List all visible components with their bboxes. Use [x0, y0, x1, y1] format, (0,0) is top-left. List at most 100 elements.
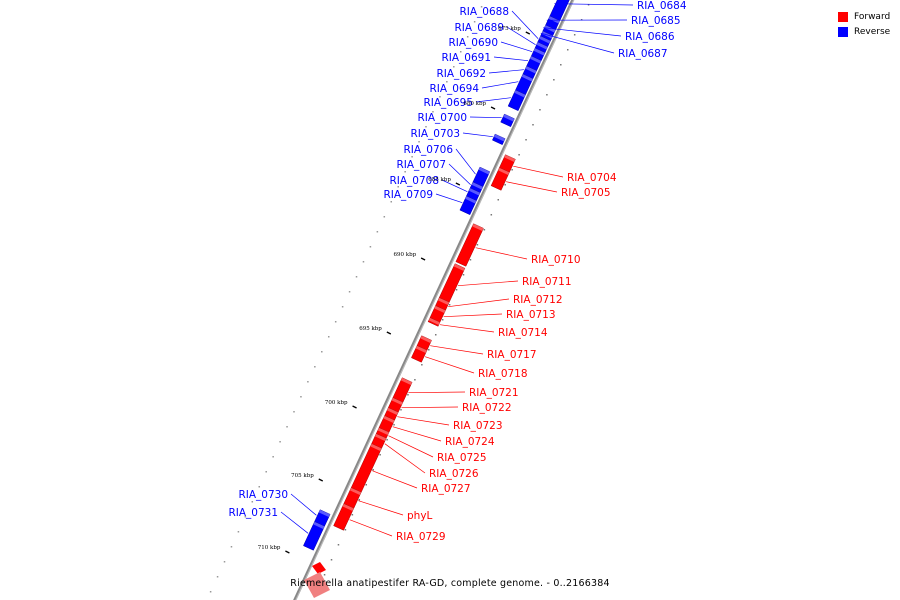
- minor-tick: [539, 109, 541, 111]
- gene-label-RIA_0731[interactable]: RIA_0731: [228, 507, 278, 519]
- gene-label-RIA_0723[interactable]: RIA_0723: [453, 420, 503, 432]
- minor-tick: [344, 529, 347, 531]
- gene-arrow-RIA_0729[interactable]: [333, 503, 355, 531]
- gene-label-RIA_0689[interactable]: RIA_0689: [454, 22, 504, 34]
- minor-tick: [372, 469, 374, 471]
- gene-arrow-RIA_0709[interactable]: [459, 195, 477, 216]
- leader-line: [372, 470, 418, 489]
- minor-tick: [504, 184, 506, 186]
- minor-tick: [573, 34, 576, 36]
- gene-label-RIA_0730[interactable]: RIA_0730: [238, 489, 288, 501]
- gene-label-RIA_0706[interactable]: RIA_0706: [403, 144, 453, 156]
- gene-label-RIA_0686[interactable]: RIA_0686: [625, 31, 675, 43]
- minor-tick: [455, 289, 458, 291]
- leader-line: [388, 435, 434, 458]
- gene-label-RIA_0725[interactable]: RIA_0725: [437, 452, 487, 464]
- gene-arrow-RIA_0695[interactable]: [507, 89, 526, 112]
- minor-tick: [265, 471, 267, 473]
- gene-label-RIA_0685[interactable]: RIA_0685: [631, 15, 681, 27]
- gene-label-RIA_0713[interactable]: RIA_0713: [506, 309, 556, 321]
- gene-label-RIA_0708[interactable]: RIA_0708: [389, 175, 439, 187]
- gene-label-RIA_0727[interactable]: RIA_0727: [421, 483, 471, 495]
- map-caption: Riemerella anatipestifer RA-GD, complete…: [290, 578, 610, 589]
- minor-tick: [439, 96, 441, 98]
- gene-label-RIA_0700[interactable]: RIA_0700: [417, 112, 467, 124]
- gene-shade: [536, 42, 548, 50]
- minor-tick: [351, 514, 354, 516]
- gene-label-RIA_0690[interactable]: RIA_0690: [448, 37, 498, 49]
- gene-arrow-RIA_0731[interactable]: [303, 521, 325, 551]
- gene-label-RIA_0695[interactable]: RIA_0695: [423, 97, 473, 109]
- minor-tick: [400, 409, 402, 411]
- leader-line: [439, 324, 495, 333]
- minor-tick: [341, 306, 344, 308]
- gene-label-RIA_0721[interactable]: RIA_0721: [469, 387, 519, 399]
- gene-label-RIA_0705[interactable]: RIA_0705: [561, 187, 611, 199]
- minor-tick: [393, 424, 395, 426]
- minor-tick: [293, 411, 295, 413]
- gene-shade: [478, 167, 490, 175]
- minor-tick: [441, 319, 444, 321]
- gene-shade: [544, 25, 556, 33]
- gene-arrow-RIA_0714[interactable]: [427, 317, 441, 327]
- leader-line: [441, 179, 468, 193]
- minor-tick: [379, 454, 381, 456]
- gene-label-RIA_0691[interactable]: RIA_0691: [441, 52, 491, 64]
- gene-label-RIA_0724[interactable]: RIA_0724: [445, 436, 495, 448]
- gene-arrow-partial[interactable]: [312, 562, 326, 574]
- leader-line: [435, 193, 463, 204]
- gene-arrow-RIA_0705[interactable]: [490, 167, 510, 191]
- gene-label-RIA_0710[interactable]: RIA_0710: [531, 254, 581, 266]
- gene-label-RIA_0692[interactable]: RIA_0692: [436, 68, 486, 80]
- minor-tick: [473, 21, 476, 23]
- minor-tick: [404, 171, 406, 173]
- legend-label: Forward: [854, 11, 891, 22]
- gene-arrow-RIA_0710[interactable]: [455, 223, 484, 267]
- minor-tick: [307, 381, 309, 383]
- gene-arrow-RIA_0718[interactable]: [411, 345, 428, 363]
- gene-shade: [453, 263, 465, 271]
- gene-label-RIA_0709[interactable]: RIA_0709: [383, 189, 433, 201]
- minor-tick: [383, 216, 386, 218]
- gene-label-RIA_0703[interactable]: RIA_0703: [410, 128, 460, 140]
- minor-tick: [434, 334, 437, 336]
- genome-axis: [293, 0, 575, 600]
- gene-label-RIA_0717[interactable]: RIA_0717: [487, 349, 537, 361]
- gene-arrow-RIA_0703[interactable]: [492, 133, 506, 146]
- gene-label-RIA_0722[interactable]: RIA_0722: [462, 402, 512, 414]
- kbp-tick-label: 700 kbp: [325, 400, 348, 406]
- gene-label-RIA_0729[interactable]: RIA_0729: [396, 531, 446, 543]
- minor-tick: [587, 4, 590, 6]
- gene-label-RIA_0712[interactable]: RIA_0712: [513, 294, 563, 306]
- minor-tick: [453, 66, 455, 68]
- minor-tick: [580, 19, 583, 21]
- gene-label-RIA_0687[interactable]: RIA_0687: [618, 48, 668, 60]
- gene-arrow-RIA_0700[interactable]: [500, 113, 515, 128]
- gene-label-RIA_0726[interactable]: RIA_0726: [429, 468, 479, 480]
- gene-shade: [514, 90, 526, 98]
- gene-label-RIA_0694[interactable]: RIA_0694: [429, 83, 479, 95]
- minor-tick: [251, 501, 254, 503]
- gene-label-RIA_0718[interactable]: RIA_0718: [478, 368, 528, 380]
- gene-label-RIA_0711[interactable]: RIA_0711: [522, 276, 572, 288]
- minor-tick: [230, 546, 233, 548]
- gene-label-phyL[interactable]: phyL: [407, 510, 433, 522]
- leader-line: [392, 426, 442, 442]
- minor-tick: [428, 349, 430, 351]
- legend-label: Reverse: [854, 26, 891, 37]
- gene-labels: RIA_0684 RIA_0685 RIA_0686 RIA_0687 RIA_0688…: [228, 0, 686, 543]
- leader-line: [513, 165, 564, 178]
- gene-label-RIA_0688[interactable]: RIA_0688: [459, 6, 509, 18]
- gene-label-RIA_0707[interactable]: RIA_0707: [396, 159, 446, 171]
- gene-arrow-partial[interactable]: [304, 572, 330, 598]
- minor-tick: [466, 36, 469, 38]
- gene-label-RIA_0684[interactable]: RIA_0684: [637, 0, 687, 12]
- gene-shade: [472, 223, 484, 231]
- minor-tick: [476, 244, 479, 246]
- gene-label-RIA_0714[interactable]: RIA_0714: [498, 327, 548, 339]
- gene-label-RIA_0704[interactable]: RIA_0704: [567, 172, 617, 184]
- gene-shade: [468, 188, 481, 196]
- kbp-tick-label: 685 kbp: [428, 177, 451, 183]
- leader-line: [469, 116, 502, 119]
